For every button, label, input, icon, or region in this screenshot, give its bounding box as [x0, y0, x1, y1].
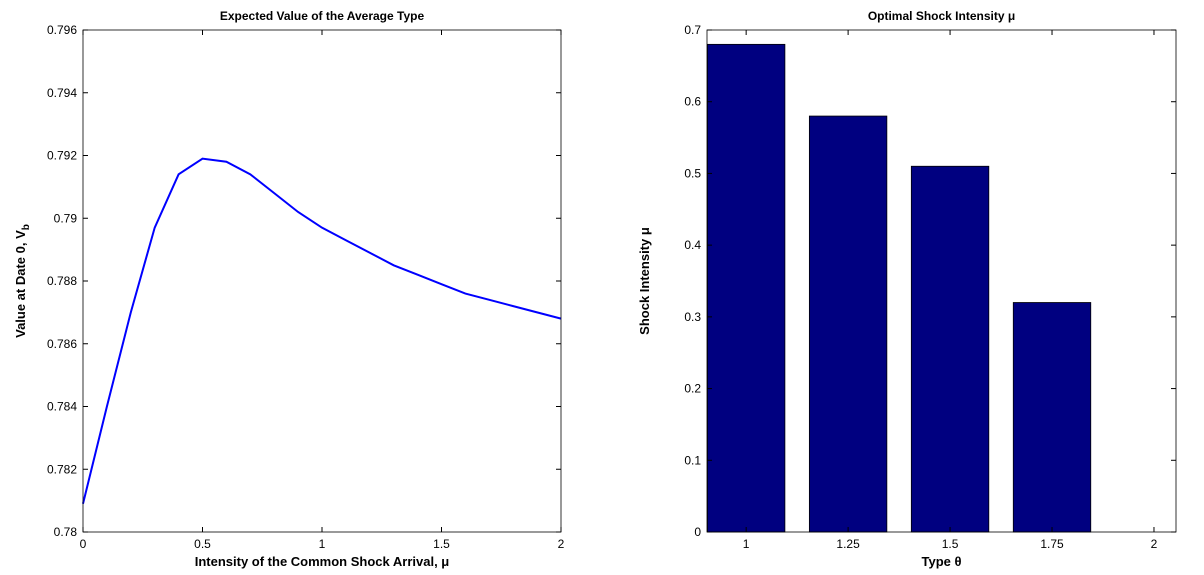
y-tick-label: 0.782 — [47, 462, 77, 476]
chart-title: Expected Value of the Average Type — [220, 9, 425, 23]
bar — [707, 43, 786, 533]
y-tick-label: 0.788 — [47, 274, 77, 288]
y-axis-label: Value at Date 0, Vb — [13, 224, 32, 338]
bar — [1012, 302, 1092, 533]
y-tick-label: 0.79 — [54, 211, 78, 225]
y-tick-label: 0.6 — [684, 95, 701, 109]
bar — [910, 165, 990, 533]
x-tick-label: 0.5 — [194, 537, 211, 551]
y-tick-label: 0.794 — [47, 86, 77, 100]
line-series — [82, 157, 562, 505]
y-tick-label: 0.786 — [47, 337, 77, 351]
y-tick-label: 0.796 — [47, 23, 77, 37]
y-axis-label-text: Shock Intensity μ — [637, 227, 652, 335]
y-tick-label: 0.7 — [684, 23, 701, 37]
chart-title: Optimal Shock Intensity μ — [868, 9, 1015, 23]
y-axis-label-subscript: b — [21, 224, 32, 230]
x-tick-label: 1 — [319, 537, 326, 551]
x-tick-label: 2 — [1151, 537, 1158, 551]
x-tick-label: 1.75 — [1040, 537, 1064, 551]
y-tick-label: 0 — [694, 525, 701, 539]
x-tick-label: 1.25 — [836, 537, 860, 551]
x-tick-label: 2 — [558, 537, 565, 551]
y-tick-label: 0.5 — [684, 166, 701, 180]
y-tick-label: 0.78 — [54, 525, 78, 539]
y-tick-label: 0.2 — [684, 382, 701, 396]
plot-frame — [706, 29, 1177, 533]
x-tick-label: 1.5 — [942, 537, 959, 551]
x-axis-label: Type θ — [921, 554, 961, 569]
y-axis-label: Shock Intensity μ — [637, 227, 652, 335]
y-tick-label: 0.3 — [684, 310, 701, 324]
x-tick-label: 1.5 — [433, 537, 450, 551]
bar — [808, 115, 888, 533]
x-tick-label: 0 — [80, 537, 87, 551]
y-axis-label-text: Value at Date 0, V — [13, 230, 28, 338]
y-tick-label: 0.4 — [684, 238, 701, 252]
y-tick-label: 0.1 — [684, 453, 701, 467]
y-tick-label: 0.792 — [47, 149, 77, 163]
x-tick-label: 1 — [743, 537, 750, 551]
x-axis-label: Intensity of the Common Shock Arrival, μ — [195, 554, 450, 569]
plot-area — [83, 30, 561, 532]
y-tick-label: 0.784 — [47, 400, 77, 414]
